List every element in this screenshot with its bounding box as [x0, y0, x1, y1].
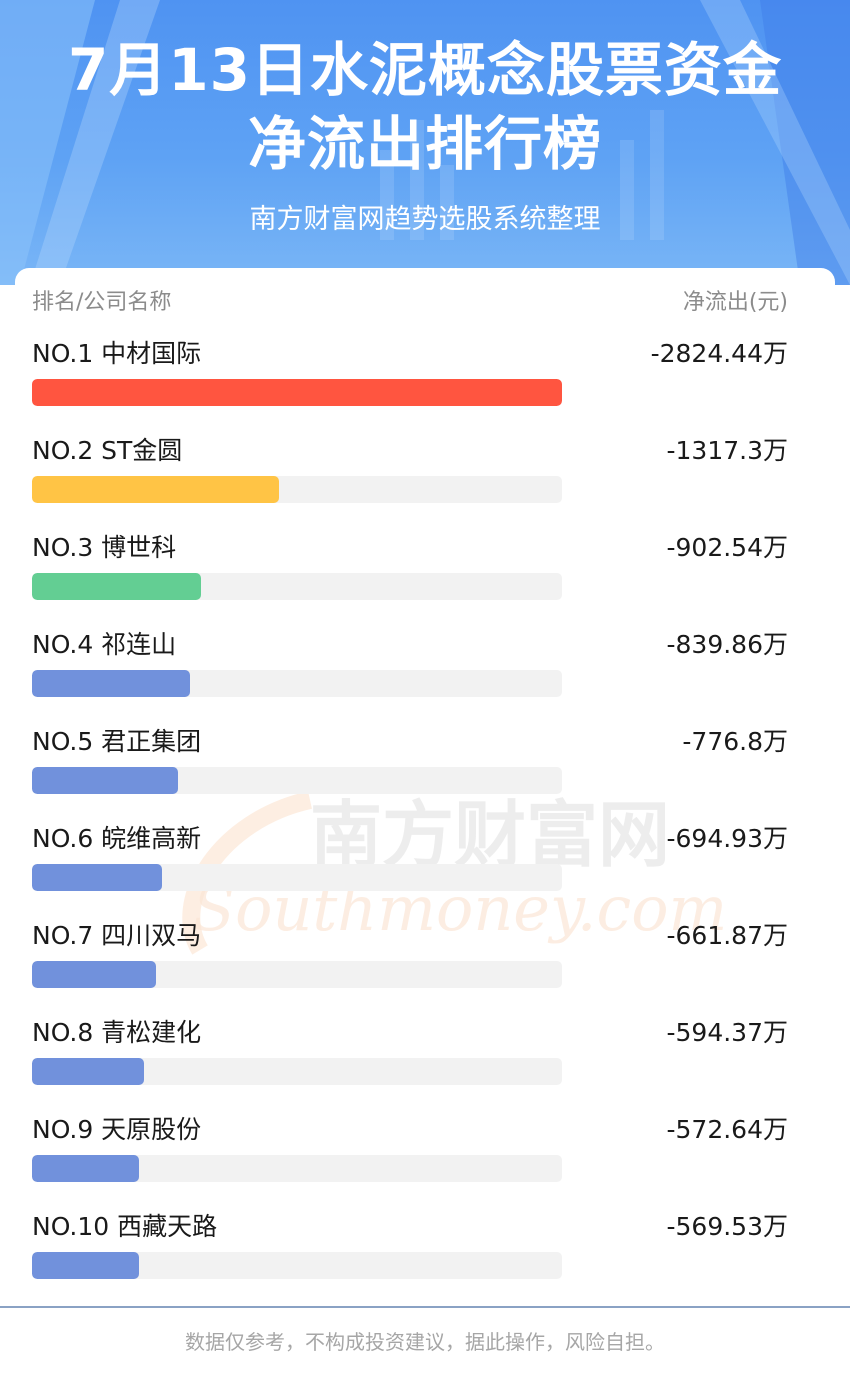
net-outflow-value: -594.37万	[666, 1018, 789, 1047]
company-label: NO.10 西藏天路	[32, 1212, 218, 1241]
bar-track	[32, 961, 562, 988]
net-outflow-value: -839.86万	[666, 630, 789, 659]
ranking-row: NO.1 中材国际 -2824.44万	[0, 337, 850, 434]
bar-fill	[32, 1058, 144, 1085]
company-label: NO.9 天原股份	[32, 1115, 202, 1144]
bar-fill	[32, 1252, 139, 1279]
bar-track	[32, 670, 562, 697]
footer-divider	[0, 1306, 850, 1308]
net-outflow-value: -569.53万	[666, 1212, 789, 1241]
page-title-line2: 净流出排行榜	[247, 110, 602, 178]
company-label: NO.2 ST金圆	[32, 436, 183, 465]
ranking-row: NO.10 西藏天路 -569.53万	[0, 1210, 850, 1307]
bar-fill	[32, 767, 178, 794]
net-outflow-value: -572.64万	[666, 1115, 789, 1144]
net-outflow-value: -694.93万	[666, 824, 789, 853]
ranking-row: NO.8 青松建化 -594.37万	[0, 1016, 850, 1113]
bar-fill	[32, 864, 162, 891]
net-outflow-value: -776.8万	[682, 727, 788, 756]
column-header-net-outflow: 净流出(元)	[682, 290, 788, 315]
ranking-row: NO.9 天原股份 -572.64万	[0, 1113, 850, 1210]
header-decoration	[0, 0, 850, 285]
bar-track	[32, 1252, 562, 1279]
company-label: NO.5 君正集团	[32, 727, 202, 756]
bar-track	[32, 379, 562, 406]
bar-fill	[32, 1155, 139, 1182]
ranking-row: NO.2 ST金圆 -1317.3万	[0, 434, 850, 531]
header-banner: 7月13日水泥概念股票资金 净流出排行榜 南方财富网趋势选股系统整理	[0, 0, 850, 285]
bar-track	[32, 1058, 562, 1085]
bar-fill	[32, 670, 190, 697]
ranking-row: NO.7 四川双马 -661.87万	[0, 919, 850, 1016]
bar-fill	[32, 573, 201, 600]
ranking-list: NO.1 中材国际 -2824.44万 NO.2 ST金圆 -1317.3万 NO.3 …	[0, 337, 850, 1279]
company-label: NO.3 博世科	[32, 533, 177, 562]
company-label: NO.4 祁连山	[32, 630, 177, 659]
bar-fill	[32, 379, 562, 406]
bar-track	[32, 767, 562, 794]
bar-fill	[32, 476, 279, 503]
company-label: NO.1 中材国际	[32, 339, 202, 368]
disclaimer: 数据仅参考，不构成投资建议，据此操作，风险自担。	[185, 1330, 665, 1354]
page-subtitle: 南方财富网趋势选股系统整理	[249, 204, 601, 235]
net-outflow-value: -2824.44万	[650, 339, 788, 368]
bar-track	[32, 476, 562, 503]
column-header-rank-company: 排名/公司名称	[32, 290, 172, 315]
page-title-line1: 7月13日水泥概念股票资金	[67, 36, 783, 104]
ranking-row: NO.4 祁连山 -839.86万	[0, 628, 850, 725]
bar-track	[32, 573, 562, 600]
net-outflow-value: -661.87万	[666, 921, 789, 950]
net-outflow-value: -902.54万	[666, 533, 789, 562]
company-label: NO.8 青松建化	[32, 1018, 202, 1047]
ranking-row: NO.5 君正集团 -776.8万	[0, 725, 850, 822]
bar-track	[32, 864, 562, 891]
company-label: NO.6 皖维高新	[32, 824, 202, 853]
bar-track	[32, 1155, 562, 1182]
ranking-row: NO.3 博世科 -902.54万	[0, 531, 850, 628]
ranking-row: NO.6 皖维高新 -694.93万	[0, 822, 850, 919]
bar-fill	[32, 961, 156, 988]
company-label: NO.7 四川双马	[32, 921, 202, 950]
net-outflow-value: -1317.3万	[666, 436, 789, 465]
